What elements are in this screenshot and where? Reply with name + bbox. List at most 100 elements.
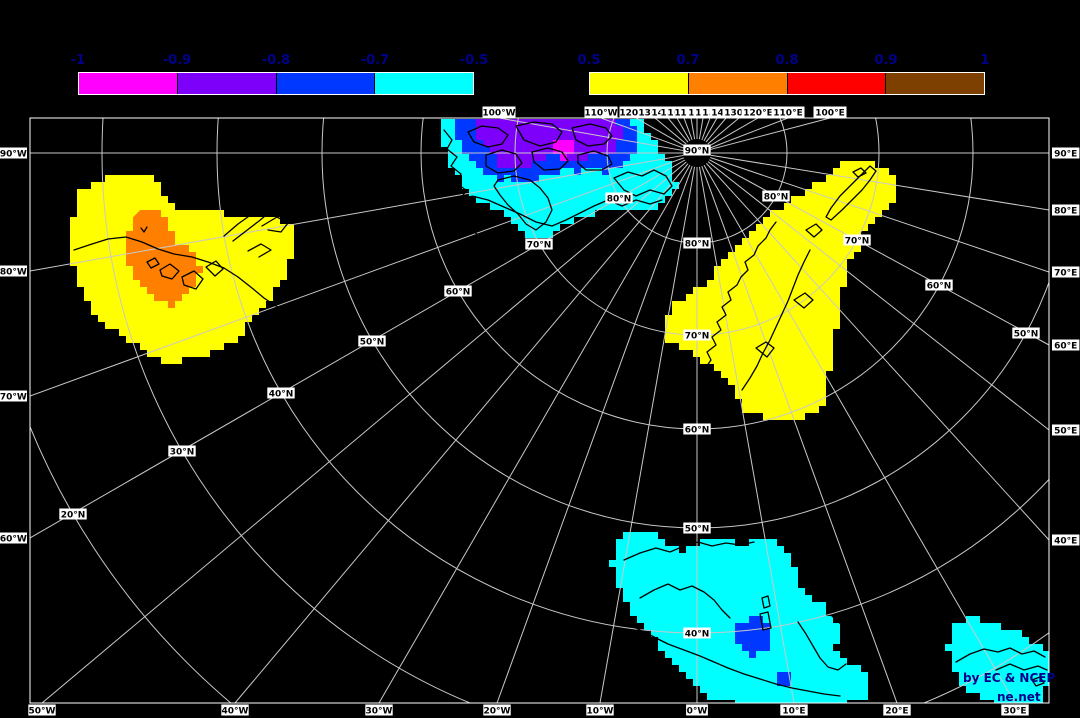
grid-label-lat: 80°N [762,190,790,203]
grid-label-lon: 10°E [780,704,808,717]
graticule-meridian-40°W [234,163,689,703]
svg-text:90°W: 90°W [0,150,27,160]
colorbar-positive [589,72,985,95]
grid-label-lon: 120°E [741,106,775,119]
graticule-meridian-20°E [701,165,898,703]
coastline [140,226,148,233]
svg-text:50°N: 50°N [360,338,385,348]
grid-label-lon: 30°E [1001,704,1029,717]
svg-text:40°N: 40°N [269,390,294,400]
grid-label-lon: 70°W [0,390,27,403]
graticule-meridian-170°E [698,118,704,140]
coastline [471,195,663,227]
graticule-meridian-160°W [683,118,693,141]
grid-label-lon: 20°W [483,704,511,717]
coastline [485,149,523,174]
grid-label-lon: 30°W [365,704,393,717]
map-region-europe-blue-dot [777,672,791,686]
grid-label-lon: 10°W [586,704,614,717]
grid-label-lon: 0°W [686,704,708,717]
coastline [793,292,814,309]
map-frame [29,117,1050,704]
grid-label-lat: 70°N [683,329,711,342]
svg-text:90°N: 90°N [685,147,710,157]
graticule-meridian-130°E [707,118,740,145]
svg-text:70°W: 70°W [0,393,27,403]
coastline [623,541,755,561]
grid-label-lon: 70°E [1052,266,1080,279]
colorbar-negative-tick-label: -0.8 [261,53,291,68]
grid-label-lat: 70°N [843,234,871,247]
grid-label-lon: 40°W [221,704,249,717]
svg-text:100°W: 100°W [482,109,515,119]
colorbar-negative-tick-label: -0.5 [459,53,489,68]
grid-label-lon: 50°W [28,704,56,717]
colorbar-negative [78,72,474,95]
colorbar-positive-tick-label: 0.9 [874,53,898,68]
grid-label-lon: 100°E [813,106,847,119]
svg-text:60°W: 60°W [0,535,27,545]
svg-text:50°E: 50°E [1054,427,1077,437]
graticule-meridian-30°W [378,164,691,703]
coastline [159,263,180,280]
watermark-text: ne.net [997,690,1041,704]
svg-text:30°E: 30°E [1003,707,1026,717]
svg-text:80°E: 80°E [1054,207,1077,217]
map-region-europe-cyan [609,532,868,703]
graticule-meridian-150°E [703,118,718,142]
graticule-meridian-70°W [30,157,685,397]
colorbar-negative-tick-label: -0.7 [360,53,390,68]
svg-text:20°E: 20°E [885,707,908,717]
coastline [531,147,569,171]
grid-label-lon: 60°W [0,532,27,545]
grid-label-lat: 70°N [525,238,553,251]
svg-text:50°N: 50°N [685,525,710,535]
colorbar-negative-tick-label: -1 [70,53,86,68]
svg-text:120°E: 120°E [743,109,772,119]
colorbar-negative-band-0 [79,73,177,94]
coastline [515,121,563,147]
colorbar-negative-band-1 [177,73,276,94]
svg-text:40°N: 40°N [685,630,710,640]
coastline [825,165,877,221]
grid-label-pole: 90°N [683,144,711,157]
svg-text:100°E: 100°E [815,109,844,119]
svg-text:20°N: 20°N [61,511,86,521]
svg-text:40°E: 40°E [1054,537,1077,547]
graticule-meridian-70°E [710,157,1049,273]
graticule-meridian-40°E [706,163,1049,541]
coastline [635,627,841,697]
graticule-meridian-60°W [30,159,686,539]
colorbar-positive-band-0 [590,73,688,94]
coastline [205,260,224,277]
svg-text:130°E: 130°E [724,109,753,119]
svg-text:40°W: 40°W [222,707,249,717]
svg-text:10°E: 10°E [782,707,805,717]
graticule-meridian-100°E [710,118,831,150]
graticule-meridian-20°W [496,165,693,703]
grid-label-lon: 90°W [0,147,27,160]
coastline [443,129,483,238]
graticule-meridian-130°W [654,118,687,145]
grid-label-lat: 40°N [267,387,295,400]
coastline [759,611,772,631]
graticule-meridian-110°E [709,118,789,149]
svg-text:110°E: 110°E [773,109,802,119]
coastline [223,206,272,242]
svg-text:30°N: 30°N [170,448,195,458]
colorbar-negative-band-3 [375,73,473,94]
svg-text:60°N: 60°N [927,282,952,292]
graticule-meridian-120°W [635,118,686,147]
graticule-meridian-140°W [667,118,689,143]
grid-label-lat: 50°N [358,335,386,348]
svg-text:70°N: 70°N [845,237,870,247]
coastline [703,221,777,371]
grid-label-lat: 30°N [168,445,196,458]
svg-text:80°N: 80°N [764,193,789,203]
graticule-meridian-140°E [705,118,727,143]
coastline [571,123,613,147]
map-region-scandinavia-yellow [665,161,896,420]
graticule-meridian-50°E [707,161,1049,431]
coastline [797,621,847,671]
